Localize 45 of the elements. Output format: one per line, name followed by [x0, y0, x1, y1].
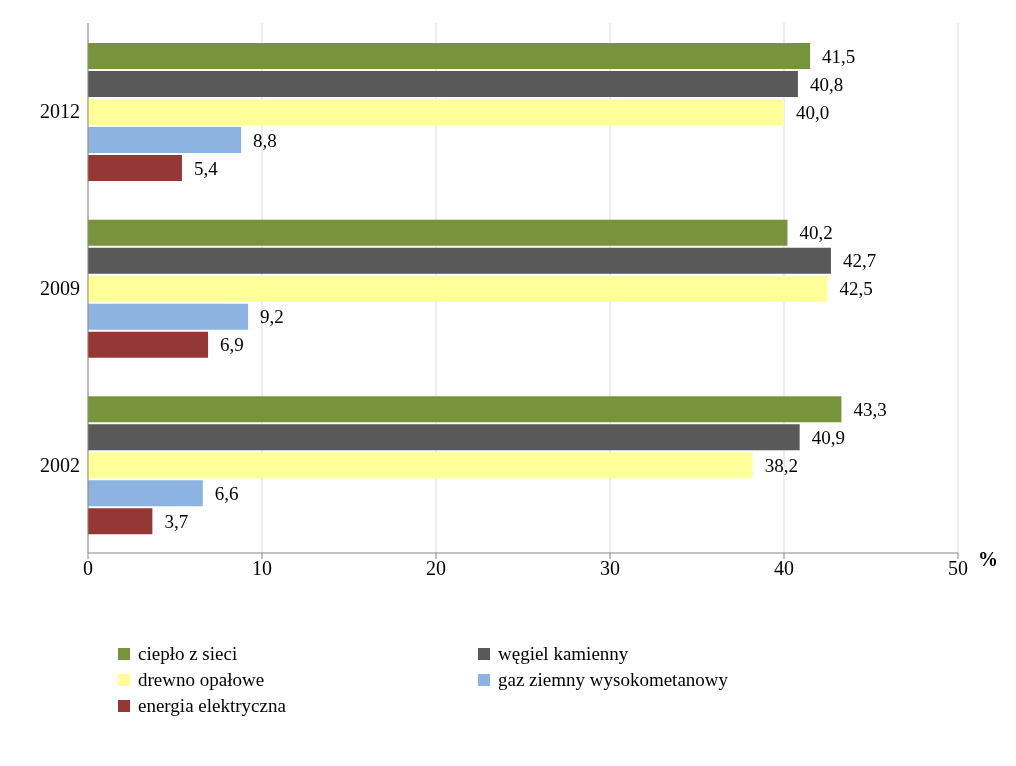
data-label: 40,9	[811, 427, 845, 449]
x-tick-label: 30	[600, 557, 620, 580]
data-label: 40,8	[809, 73, 844, 95]
data-label: 41,5	[822, 45, 856, 67]
data-label: 42,7	[842, 250, 877, 272]
legend-label: węgiel kamienny	[498, 643, 629, 665]
data-label: 40,2	[799, 222, 833, 244]
legend-label: gaz ziemny wysokometanowy	[498, 669, 729, 691]
x-tick-label: 50	[948, 557, 968, 580]
legend-label: ciepło z sieci	[138, 643, 238, 665]
data-label: 43,3	[853, 399, 887, 421]
x-tick-label: 0	[83, 557, 93, 580]
bar	[88, 396, 842, 423]
data-label: 38,2	[764, 455, 798, 477]
x-tick-label: 20	[426, 557, 446, 580]
x-tick-label: 10	[252, 557, 272, 580]
data-label: 5,4	[193, 157, 219, 179]
bar	[88, 508, 153, 535]
x-tick-label: 40	[774, 557, 794, 580]
bar	[88, 424, 800, 451]
bar	[88, 331, 209, 358]
data-label: 9,2	[260, 306, 284, 328]
bar	[88, 275, 828, 302]
data-label: 6,9	[220, 334, 244, 356]
y-tick-label: 2009	[40, 277, 80, 300]
bar	[88, 127, 242, 153]
bar	[88, 480, 203, 507]
bar	[88, 219, 788, 246]
data-label: 42,5	[839, 278, 873, 300]
bar	[88, 43, 811, 69]
bar	[88, 247, 831, 274]
bar	[88, 155, 182, 181]
bar	[88, 303, 249, 330]
legend-label: drewno opałowe	[138, 669, 265, 691]
data-label: 6,6	[214, 483, 239, 505]
data-label: 3,7	[164, 511, 189, 533]
x-axis-title: %	[978, 548, 998, 571]
bar	[88, 99, 784, 125]
data-label: 8,8	[253, 129, 277, 151]
y-tick-label: 2012	[40, 100, 80, 123]
y-tick-label: 2002	[40, 453, 80, 476]
data-label: 40,0	[796, 101, 830, 123]
bar	[88, 71, 798, 97]
bar	[88, 452, 753, 479]
legend-label: energia elektryczna	[138, 695, 286, 717]
